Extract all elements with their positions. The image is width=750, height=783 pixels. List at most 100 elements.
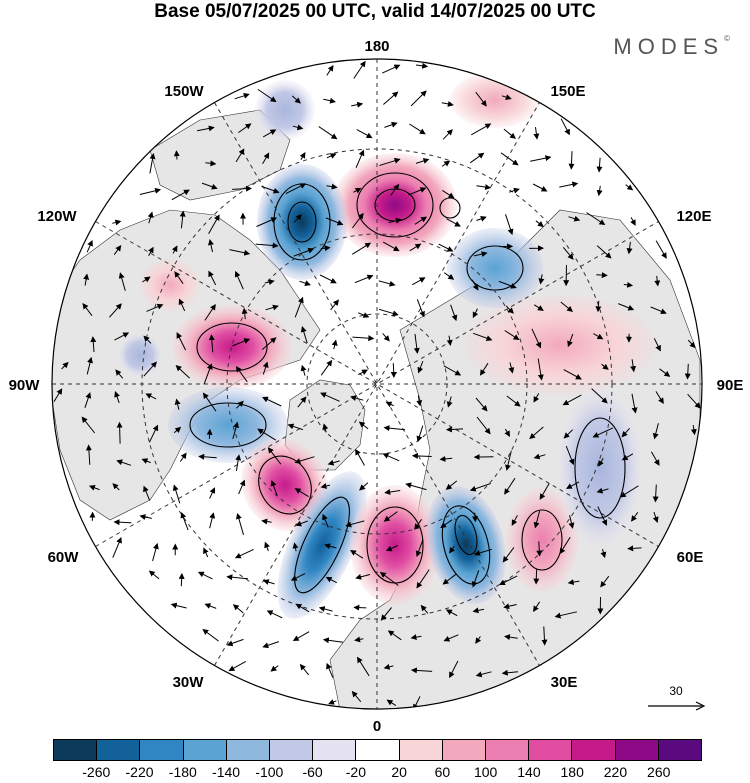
wind-arrow (473, 332, 493, 342)
wind-arrow (293, 213, 302, 223)
wind-arrow (568, 215, 581, 222)
wind-arrow (379, 571, 399, 586)
wind-arrow (650, 306, 667, 315)
wind-arrow (479, 362, 489, 376)
wind-arrow (290, 573, 306, 581)
wind-arrow (595, 300, 602, 313)
wind-arrow (446, 218, 461, 227)
wind-arrow (472, 607, 485, 614)
wind-arrow (618, 303, 635, 311)
wind-arrow (504, 634, 518, 641)
contour (521, 509, 563, 571)
wind-arrow (626, 241, 633, 255)
wind-arrow (684, 363, 691, 380)
wind-arrow (262, 579, 275, 585)
wind-arrow (416, 299, 425, 318)
wind-arrow (440, 519, 453, 529)
wind-arrow (232, 604, 244, 614)
wind-arrow (596, 157, 603, 173)
wind-arrow (204, 603, 217, 609)
wind-arrow (116, 421, 123, 444)
wind-arrow (471, 123, 492, 136)
wind-arrow (116, 459, 132, 466)
wind-arrow (411, 452, 432, 459)
wind-arrow (532, 183, 548, 192)
lon-label-60w: 60W (48, 549, 80, 566)
wind-arrow (176, 332, 187, 351)
reference-vector-value: 30 (669, 684, 683, 698)
reference-vector: 30 (646, 684, 706, 714)
wind-arrow (441, 101, 454, 107)
wind-arrow (408, 187, 427, 196)
wind-arrow (139, 187, 162, 195)
longitude-labels: 180 0 90W 90E 150W 120W 60W 30W 150E 120… (9, 38, 744, 735)
wind-arrow (266, 610, 283, 619)
alaska-land (149, 109, 291, 201)
wind-arrow (170, 602, 187, 609)
wind-arrow (469, 483, 491, 492)
lon-label-150e: 150E (550, 83, 585, 100)
wind-arrow (320, 245, 331, 252)
wind-arrow (261, 518, 272, 525)
wind-arrow (149, 153, 156, 174)
wind-arrow (358, 421, 369, 430)
wind-arrow (264, 541, 270, 552)
wind-arrow (623, 281, 634, 288)
colorbar-swatch (182, 740, 226, 760)
wind-arrow (270, 665, 279, 672)
wind-arrow (229, 249, 251, 256)
wind-arrow (415, 62, 429, 69)
wind-arrow (228, 660, 247, 672)
wind-arrow (384, 489, 401, 495)
wind-arrow (533, 510, 541, 529)
wind-arrow (415, 539, 424, 558)
wind-arrow (83, 273, 90, 286)
positive-anomaly-small (140, 259, 200, 311)
wind-arrow (86, 239, 93, 253)
wind-arrow (541, 626, 548, 646)
wind-arrow (326, 662, 334, 678)
wind-arrow (299, 280, 311, 287)
wind-arrow (383, 425, 406, 432)
wind-arrow (353, 604, 367, 611)
positive-anomaly-siberia (465, 295, 655, 395)
wind-arrow (597, 506, 608, 526)
positive-anomaly-180 (333, 153, 457, 257)
wind-arrow (294, 456, 315, 464)
wind-arrow (147, 211, 154, 224)
colorbar-swatch (355, 740, 399, 760)
map-boundary (51, 58, 703, 710)
wind-arrow (201, 182, 218, 190)
wind-arrow (475, 671, 492, 678)
wind-arrow (320, 483, 331, 489)
wind-arrow (533, 569, 540, 585)
wind-arrow (142, 276, 151, 283)
wind-arrow (653, 338, 661, 352)
wind-arrow (352, 335, 375, 342)
colorbar-swatch (225, 740, 270, 760)
wind-arrow (442, 573, 457, 585)
wind-arrow (439, 455, 453, 462)
wind-arrow (352, 242, 372, 255)
wind-arrow (630, 359, 637, 373)
wind-arrow (355, 573, 371, 580)
wind-arrow (293, 247, 315, 257)
wind-arrow (410, 667, 433, 674)
wind-arrow (355, 448, 365, 466)
wind-arrow (88, 484, 100, 491)
wind-arrow (143, 335, 152, 344)
wind-arrow (141, 458, 151, 464)
wind-arrow (475, 91, 487, 107)
wind-arrow (358, 312, 370, 318)
wind-arrow (450, 304, 458, 322)
wind-arrow (536, 541, 543, 557)
wind-arrow (300, 326, 308, 344)
wind-arrow (319, 274, 337, 284)
colorbar-swatch (54, 740, 97, 760)
wind-arrow (563, 429, 574, 439)
wind-arrow (262, 361, 269, 375)
wind-arrow (568, 151, 575, 170)
negative-anomaly-east-asia (447, 228, 543, 308)
wind-arrow (358, 369, 368, 376)
wind-arrow (442, 189, 455, 199)
